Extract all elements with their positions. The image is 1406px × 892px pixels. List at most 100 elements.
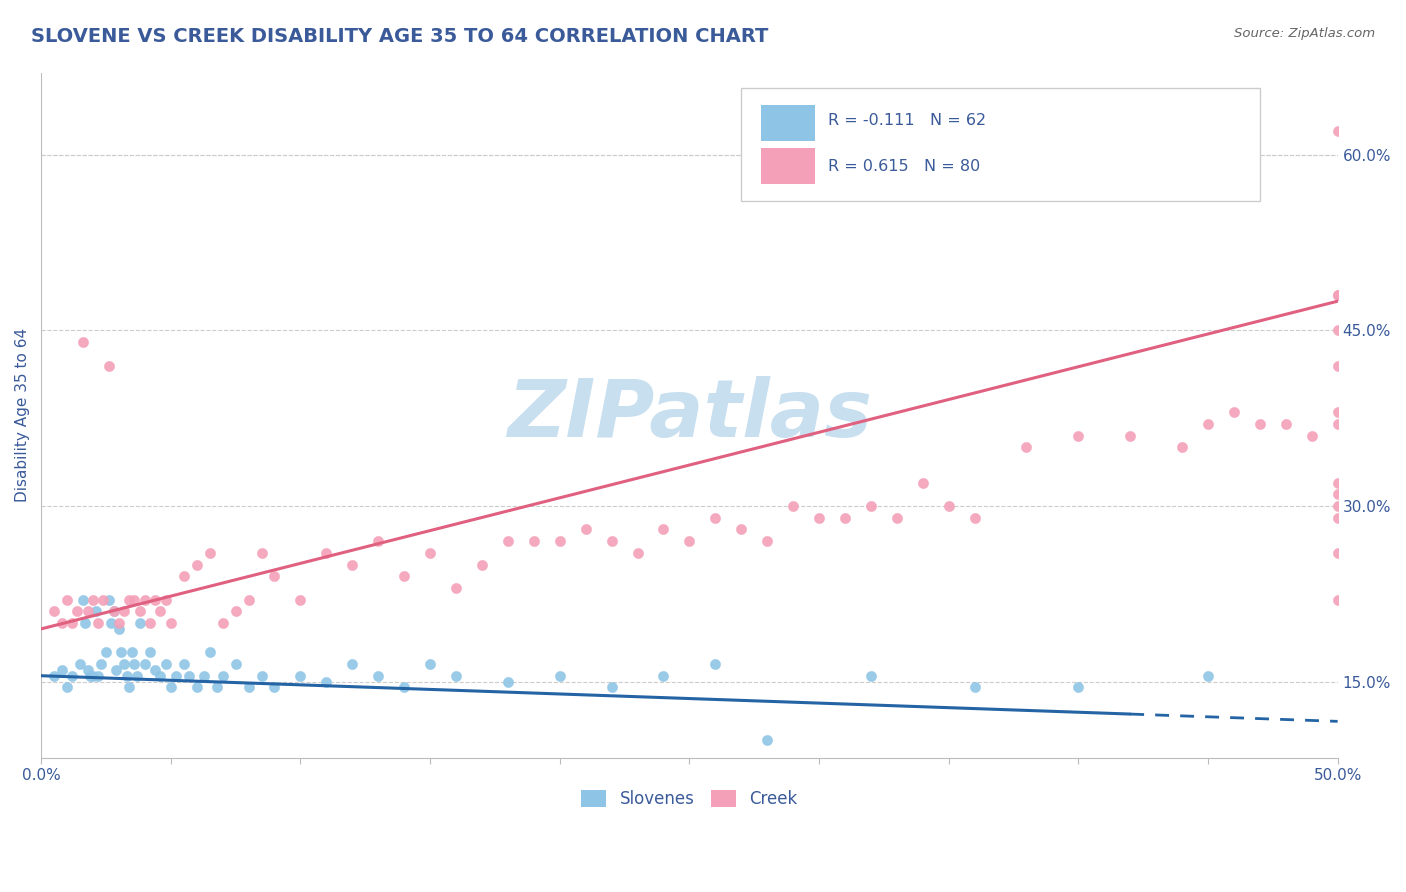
FancyBboxPatch shape	[761, 105, 815, 141]
Point	[1301, 429, 1323, 443]
Point	[263, 569, 285, 583]
Point	[548, 669, 571, 683]
Point	[1326, 323, 1348, 337]
Point	[808, 510, 831, 524]
Point	[42, 604, 65, 618]
Point	[125, 669, 148, 683]
Point	[82, 592, 104, 607]
Point	[367, 534, 389, 549]
Point	[1326, 592, 1348, 607]
Point	[42, 669, 65, 683]
Point	[444, 669, 467, 683]
Point	[87, 615, 110, 630]
Point	[143, 592, 166, 607]
Point	[548, 534, 571, 549]
Point	[652, 669, 675, 683]
Point	[859, 669, 882, 683]
Point	[103, 604, 125, 618]
Point	[1274, 417, 1296, 431]
Legend: Slovenes, Creek: Slovenes, Creek	[575, 783, 804, 814]
Point	[1326, 499, 1348, 513]
Point	[225, 604, 247, 618]
Point	[756, 733, 779, 747]
Point	[51, 615, 73, 630]
Point	[173, 569, 195, 583]
Point	[678, 534, 700, 549]
Text: Source: ZipAtlas.com: Source: ZipAtlas.com	[1234, 27, 1375, 40]
Point	[97, 359, 120, 373]
Point	[1326, 288, 1348, 302]
Text: R = -0.111   N = 62: R = -0.111 N = 62	[828, 113, 986, 128]
Point	[124, 592, 146, 607]
Point	[342, 657, 364, 671]
Point	[963, 510, 986, 524]
Point	[105, 663, 128, 677]
Point	[1171, 441, 1194, 455]
Point	[238, 681, 260, 695]
Point	[193, 669, 215, 683]
Point	[1326, 475, 1348, 490]
Point	[66, 604, 89, 618]
Point	[1249, 417, 1271, 431]
Point	[626, 546, 648, 560]
Text: R = 0.615   N = 80: R = 0.615 N = 80	[828, 159, 980, 174]
Point	[250, 669, 273, 683]
Point	[1326, 288, 1348, 302]
Point	[1326, 405, 1348, 419]
Point	[112, 604, 135, 618]
Point	[859, 499, 882, 513]
Point	[173, 657, 195, 671]
Point	[76, 663, 98, 677]
Point	[165, 669, 187, 683]
Point	[1197, 417, 1219, 431]
Point	[87, 669, 110, 683]
Point	[84, 604, 107, 618]
Point	[315, 674, 337, 689]
Point	[392, 681, 415, 695]
Point	[75, 615, 97, 630]
Point	[139, 615, 162, 630]
Point	[69, 657, 91, 671]
Point	[110, 645, 132, 659]
Point	[290, 669, 312, 683]
Point	[159, 615, 181, 630]
Point	[72, 335, 94, 350]
Point	[1197, 669, 1219, 683]
Point	[149, 604, 172, 618]
Point	[155, 657, 177, 671]
Point	[1119, 429, 1142, 443]
Point	[211, 615, 233, 630]
Point	[211, 669, 233, 683]
Point	[108, 622, 131, 636]
Point	[60, 669, 83, 683]
Point	[1223, 405, 1246, 419]
Point	[108, 615, 131, 630]
Point	[496, 534, 519, 549]
Point	[730, 523, 752, 537]
Point	[115, 669, 138, 683]
Point	[575, 523, 598, 537]
Point	[159, 681, 181, 695]
Point	[198, 645, 221, 659]
Point	[1326, 546, 1348, 560]
Point	[1326, 124, 1348, 138]
Point	[51, 663, 73, 677]
Point	[198, 546, 221, 560]
Point	[207, 681, 229, 695]
Point	[103, 604, 125, 618]
Point	[367, 669, 389, 683]
Point	[756, 534, 779, 549]
Point	[419, 546, 441, 560]
Point	[134, 657, 156, 671]
FancyBboxPatch shape	[741, 88, 1260, 201]
Point	[177, 669, 200, 683]
Point	[600, 534, 623, 549]
Point	[97, 592, 120, 607]
Y-axis label: Disability Age 35 to 64: Disability Age 35 to 64	[15, 328, 30, 502]
Point	[1326, 359, 1348, 373]
Point	[600, 681, 623, 695]
Point	[1015, 441, 1038, 455]
Point	[496, 674, 519, 689]
Point	[225, 657, 247, 671]
Point	[342, 558, 364, 572]
